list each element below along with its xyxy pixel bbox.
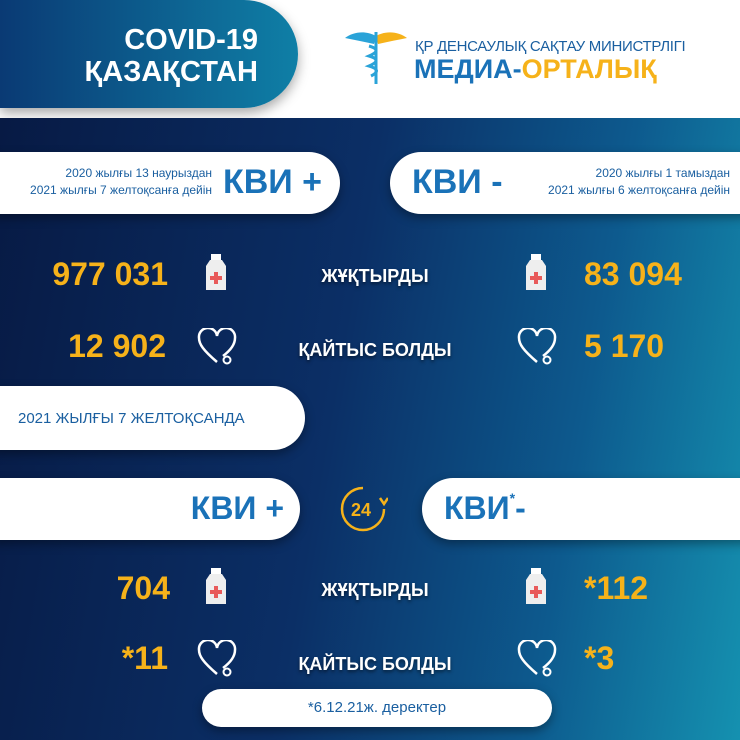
kvi-negative-label: КВИ - <box>412 163 503 201</box>
heart-stethoscope-icon <box>197 328 237 365</box>
heart-stethoscope-icon <box>197 640 237 677</box>
title-banner: COVID-19 ҚАЗАҚСТАН <box>0 0 298 108</box>
cumulative-negative-infected: 83 094 <box>584 256 682 292</box>
daily-positive-deaths: *11 <box>121 640 168 676</box>
daily-date-label: 2021 ЖЫЛҒЫ 7 ЖЕЛТОҚСАНДА <box>18 410 245 427</box>
title-line1: COVID-19 <box>124 24 258 56</box>
cumulative-negative-deaths: 5 170 <box>584 328 665 364</box>
heart-stethoscope-icon <box>517 328 557 365</box>
infected-label: ЖҰҚТЫРДЫ <box>321 266 429 286</box>
period-start: 2020 жылғы 1 тамыздан <box>595 166 730 180</box>
heart-stethoscope-icon <box>517 640 557 677</box>
caduceus-logo <box>345 32 407 84</box>
logo-ministry: ҚР ДЕНСАУЛЫҚ САҚТАУ МИНИСТРЛІГІ <box>415 38 686 55</box>
period-end: 2021 жылғы 6 желтоқсанға дейін <box>548 183 730 197</box>
daily-negative-header: КВИ*- <box>422 478 740 540</box>
24-hours-icon: 24 <box>340 486 388 532</box>
cumulative-negative-header: КВИ - 2020 жылғы 1 тамыздан 2021 жылғы 6… <box>390 152 740 214</box>
medicine-bottle-icon <box>206 254 226 290</box>
minus-sign: - <box>515 490 526 526</box>
daily-positive-header: КВИ + <box>0 478 300 540</box>
asterisk: * <box>509 490 516 506</box>
cumulative-positive-deaths: 12 902 <box>68 328 166 364</box>
medicine-bottle-icon <box>526 568 546 604</box>
daily-positive-infected: 704 <box>116 570 170 606</box>
logo-media: МЕДИА- <box>414 54 522 84</box>
24-label: 24 <box>351 500 371 520</box>
infected-label: ЖҰҚТЫРДЫ <box>321 580 429 600</box>
kvi-positive-label: КВИ + <box>222 163 322 201</box>
cumulative-positive-infected: 977 031 <box>52 256 168 292</box>
daily-negative-infected: *112 <box>584 570 649 606</box>
medicine-bottle-icon <box>526 254 546 290</box>
deaths-label: ҚАЙТЫС БОЛДЫ <box>298 654 452 674</box>
daily-date-banner: 2021 ЖЫЛҒЫ 7 ЖЕЛТОҚСАНДА <box>0 386 305 450</box>
deaths-label: ҚАЙТЫС БОЛДЫ <box>298 340 452 360</box>
period-start: 2020 жылғы 13 наурыздан <box>65 166 212 180</box>
kvi-negative-label: КВИ <box>444 490 510 526</box>
logo-ortalyk: ОРТАЛЫҚ <box>521 54 657 84</box>
medicine-bottle-icon <box>206 568 226 604</box>
kvi-positive-label: КВИ + <box>190 490 284 526</box>
title-line2: ҚАЗАҚСТАН <box>84 56 258 88</box>
daily-negative-deaths: *3 <box>584 640 615 676</box>
logo-media-center: МЕДИА-ОРТАЛЫҚ <box>414 54 657 85</box>
period-end: 2021 жылғы 7 желтоқсанға дейін <box>30 183 212 197</box>
cumulative-positive-header: 2020 жылғы 13 наурыздан 2021 жылғы 7 жел… <box>0 152 340 214</box>
footnote: *6.12.21ж. деректер <box>202 689 552 727</box>
